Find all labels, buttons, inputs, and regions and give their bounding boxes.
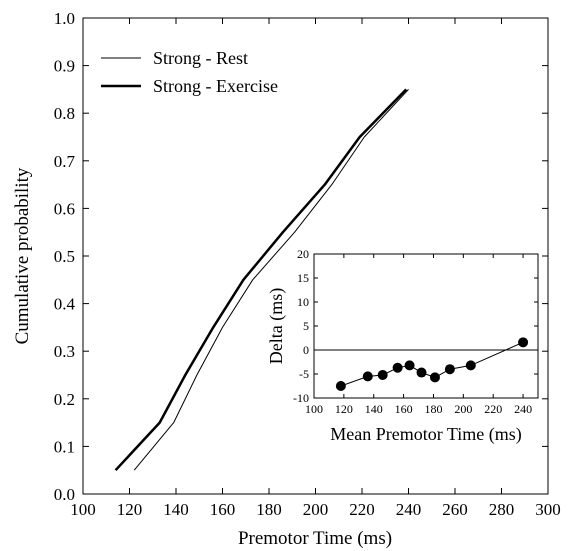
main-x-tick-label-4: 180 <box>256 500 282 519</box>
inset-x-tick-label-1: 120 <box>335 402 353 416</box>
main-y-tick-label-5: 0.5 <box>54 247 75 266</box>
inset-x-tick-label-4: 180 <box>424 402 442 416</box>
inset-delta-point-5 <box>416 367 427 378</box>
inset-y-tick-label-5: 15 <box>297 271 309 285</box>
inset-x-tick-label-6: 220 <box>484 402 502 416</box>
main-y-tick-label-3: 0.3 <box>54 342 75 361</box>
main-x-axis-title: Premotor Time (ms) <box>238 528 392 549</box>
legend: Strong - Rest Strong - Exercise <box>101 48 278 96</box>
main-x-tick-label-0: 100 <box>70 500 96 519</box>
main-y-tick-label-9: 0.9 <box>54 57 75 76</box>
inset-x-tick-label-5: 200 <box>454 402 472 416</box>
main-y-tick-labels: 0.0 0.1 0.2 0.3 0.4 0.5 0.6 0.7 0.8 0.9 1.0 <box>54 9 76 504</box>
main-x-tick-label-6: 220 <box>349 500 375 519</box>
main-series-lines <box>114 88 409 472</box>
inset-y-tick-label-3: 5 <box>303 319 309 333</box>
main-y-tick-label-10: 1.0 <box>54 9 75 28</box>
inset-x-tick-label-3: 160 <box>395 402 413 416</box>
main-y-tick-label-1: 0.1 <box>54 437 75 456</box>
inset-y-tick-label-6: 20 <box>297 247 309 261</box>
inset-delta-point-2 <box>377 369 388 380</box>
main-x-tick-label-2: 140 <box>163 500 189 519</box>
inset-series <box>335 337 529 391</box>
inset-delta-point-3 <box>392 362 403 373</box>
inset-x-tick-label-0: 100 <box>305 402 323 416</box>
inset-y-tick-label-1: -5 <box>299 367 309 381</box>
series-line-strong-exercise <box>114 88 408 472</box>
inset-y-tick-label-2: 0 <box>303 343 309 357</box>
main-axis-ticks <box>82 17 549 495</box>
main-x-tick-label-8: 260 <box>442 500 468 519</box>
inset-x-tick-labels: 100 120 140 160 180 200 220 240 <box>305 402 532 416</box>
main-y-tick-label-0: 0.0 <box>54 485 75 504</box>
inset-delta-plot: 100 120 140 160 180 200 220 240 -10 -5 0 5 10 15 20 M… <box>266 247 539 445</box>
inset-x-axis-title: Mean Premotor Time (ms) <box>330 424 522 445</box>
main-y-tick-label-4: 0.4 <box>54 295 76 314</box>
main-x-tick-label-1: 120 <box>117 500 143 519</box>
inset-y-tick-labels: -10 -5 0 5 10 15 20 <box>293 247 309 405</box>
main-x-tick-label-10: 300 <box>535 500 561 519</box>
main-y-tick-label-8: 0.8 <box>54 104 75 123</box>
main-x-tick-label-7: 240 <box>396 500 422 519</box>
main-x-tick-label-5: 200 <box>303 500 329 519</box>
main-y-axis-title: Cumulative probability <box>12 167 33 344</box>
inset-delta-point-8 <box>465 360 476 371</box>
main-y-tick-label-7: 0.7 <box>54 152 76 171</box>
inset-delta-point-9 <box>518 337 529 348</box>
inset-y-tick-label-4: 10 <box>297 295 309 309</box>
inset-delta-point-4 <box>404 360 415 371</box>
inset-delta-point-7 <box>444 364 455 375</box>
inset-x-tick-label-7: 240 <box>514 402 532 416</box>
main-x-tick-label-9: 280 <box>489 500 515 519</box>
inset-x-tick-label-2: 140 <box>365 402 383 416</box>
main-x-tick-label-3: 160 <box>210 500 236 519</box>
legend-label-strong-rest: Strong - Rest <box>153 48 248 68</box>
inset-delta-point-0 <box>335 381 346 391</box>
inset-axis-ticks <box>313 253 538 399</box>
inset-delta-point-1 <box>362 371 373 382</box>
main-y-tick-label-6: 0.6 <box>54 199 75 218</box>
inset-y-tick-label-0: -10 <box>293 391 309 405</box>
series-line-strong-rest <box>133 89 409 471</box>
main-x-tick-labels: 100 120 140 160 180 200 220 240 260 280 300 <box>70 500 561 519</box>
main-y-tick-label-2: 0.2 <box>54 390 75 409</box>
inset-y-axis-title: Delta (ms) <box>266 288 287 364</box>
inset-delta-line <box>340 341 524 387</box>
inset-delta-point-6 <box>429 372 440 383</box>
legend-label-strong-exercise: Strong - Exercise <box>153 76 278 96</box>
inset-plot-frame <box>313 253 539 399</box>
